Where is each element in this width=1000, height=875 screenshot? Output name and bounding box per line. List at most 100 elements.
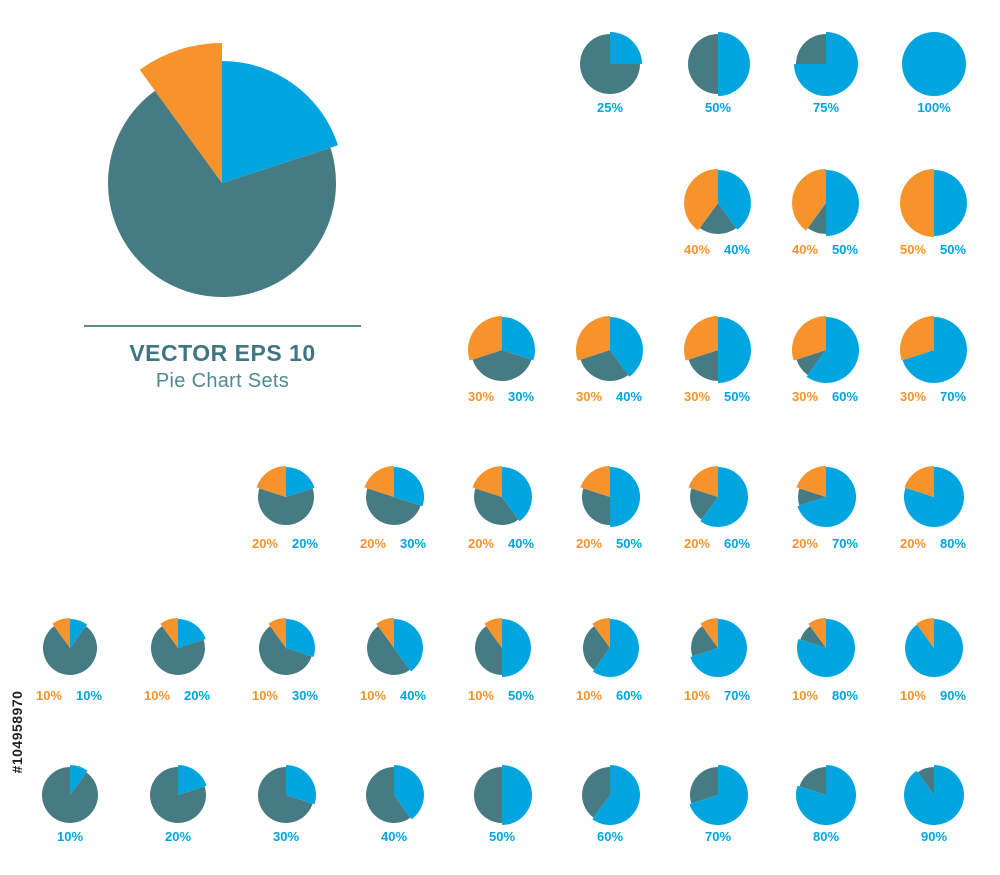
blue-slice <box>286 467 315 497</box>
orange-slice <box>376 618 394 648</box>
blue-percent-label: 80% <box>940 536 967 551</box>
blue-slice <box>502 317 535 361</box>
remainder-slice <box>690 488 718 520</box>
orange-percent-label: 50% <box>900 242 927 257</box>
blue-percent-label: 90% <box>940 688 967 703</box>
pie-chart <box>900 316 967 383</box>
blue-percent-label: 40% <box>400 688 427 703</box>
pie-chart <box>151 618 206 675</box>
blue-percent-label: 40% <box>724 242 751 257</box>
blue-slice <box>502 765 532 825</box>
blue-slice <box>592 765 640 825</box>
orange-slice <box>580 466 610 497</box>
pie-chart <box>580 32 642 94</box>
orange-slice <box>160 618 178 648</box>
pie-chart <box>792 169 859 236</box>
remainder-slice <box>108 90 336 297</box>
pie-chart <box>367 618 423 675</box>
remainder-slice <box>475 626 502 675</box>
pie-chart <box>258 765 316 823</box>
blue-percent-label: 40% <box>380 829 408 844</box>
remainder-slice <box>688 350 718 381</box>
blue-percent-label: 40% <box>508 536 535 551</box>
remainder-slice <box>691 626 718 657</box>
blue-slice <box>689 765 748 825</box>
orange-slice <box>684 169 718 231</box>
blue-slice <box>794 32 858 96</box>
remainder-slice <box>800 626 826 648</box>
blue-percent-label: 50% <box>704 100 732 115</box>
remainder-slice <box>583 626 610 670</box>
orange-slice <box>792 169 826 231</box>
blue-percent-label: 70% <box>832 536 859 551</box>
pie-chart <box>43 618 97 675</box>
orange-percent-label: 30% <box>900 389 927 404</box>
blue-slice <box>934 170 967 236</box>
remainder-slice <box>582 488 610 525</box>
pie-chart <box>576 316 643 381</box>
pie-chart <box>583 618 639 677</box>
remainder-slice <box>472 350 532 381</box>
blue-percent-label: 90% <box>920 829 948 844</box>
pie-chart <box>580 466 640 527</box>
pie-chart <box>688 32 750 96</box>
pie-chart <box>904 466 964 527</box>
remainder-slice <box>474 767 502 823</box>
orange-slice <box>139 43 222 183</box>
blue-slice <box>902 317 967 383</box>
blue-percent-label: 75% <box>812 100 840 115</box>
remainder-slice <box>688 34 718 94</box>
blue-percent-label: 10% <box>56 829 84 844</box>
orange-percent-label: 10% <box>252 688 279 703</box>
remainder-slice <box>258 488 314 525</box>
orange-percent-label: 20% <box>576 536 603 551</box>
blue-percent-label: 60% <box>724 536 751 551</box>
pie-chart <box>794 32 858 96</box>
orange-slice <box>484 618 502 648</box>
blue-slice <box>718 32 750 96</box>
remainder-slice <box>917 767 934 795</box>
orange-percent-label: 30% <box>792 389 819 404</box>
blue-slice <box>700 467 748 527</box>
blue-percent-label: 80% <box>832 688 859 703</box>
blue-percent-label: 10% <box>76 688 103 703</box>
blue-percent-label: 60% <box>596 829 624 844</box>
orange-percent-label: 20% <box>468 536 495 551</box>
blue-percent-label: 20% <box>184 688 211 703</box>
orange-slice <box>52 618 70 648</box>
orange-percent-label: 40% <box>684 242 711 257</box>
orange-percent-label: 10% <box>900 688 927 703</box>
blue-percent-label: 30% <box>508 389 535 404</box>
title-divider <box>84 325 361 327</box>
orange-slice <box>808 618 826 648</box>
orange-slice <box>900 169 934 237</box>
orange-slice <box>792 316 826 361</box>
blue-percent-label: 50% <box>832 242 859 257</box>
blue-slice <box>502 619 531 677</box>
pie-chart <box>259 618 315 675</box>
pie-chart <box>366 765 424 823</box>
blue-slice <box>797 467 856 527</box>
orange-percent-label: 20% <box>900 536 927 551</box>
remainder-slice <box>43 626 97 675</box>
blue-slice <box>796 765 856 825</box>
remainder-slice <box>798 488 826 506</box>
orange-percent-label: 20% <box>252 536 279 551</box>
pie-chart <box>684 316 751 383</box>
blue-percent-label: 50% <box>508 688 535 703</box>
pie-chart <box>905 618 963 677</box>
blue-slice <box>902 32 966 96</box>
page-subtitle: Pie Chart Sets <box>155 370 290 392</box>
blue-percent-label: 40% <box>616 389 643 404</box>
blue-slice <box>610 317 643 377</box>
orange-percent-label: 30% <box>468 389 495 404</box>
orange-slice <box>364 466 394 497</box>
pie-chart <box>688 466 748 527</box>
remainder-slice <box>580 350 629 381</box>
blue-percent-label: 70% <box>704 829 732 844</box>
remainder-slice <box>151 626 205 675</box>
remainder-slice <box>366 488 421 525</box>
remainder-slice <box>796 34 826 64</box>
orange-percent-label: 40% <box>792 242 819 257</box>
